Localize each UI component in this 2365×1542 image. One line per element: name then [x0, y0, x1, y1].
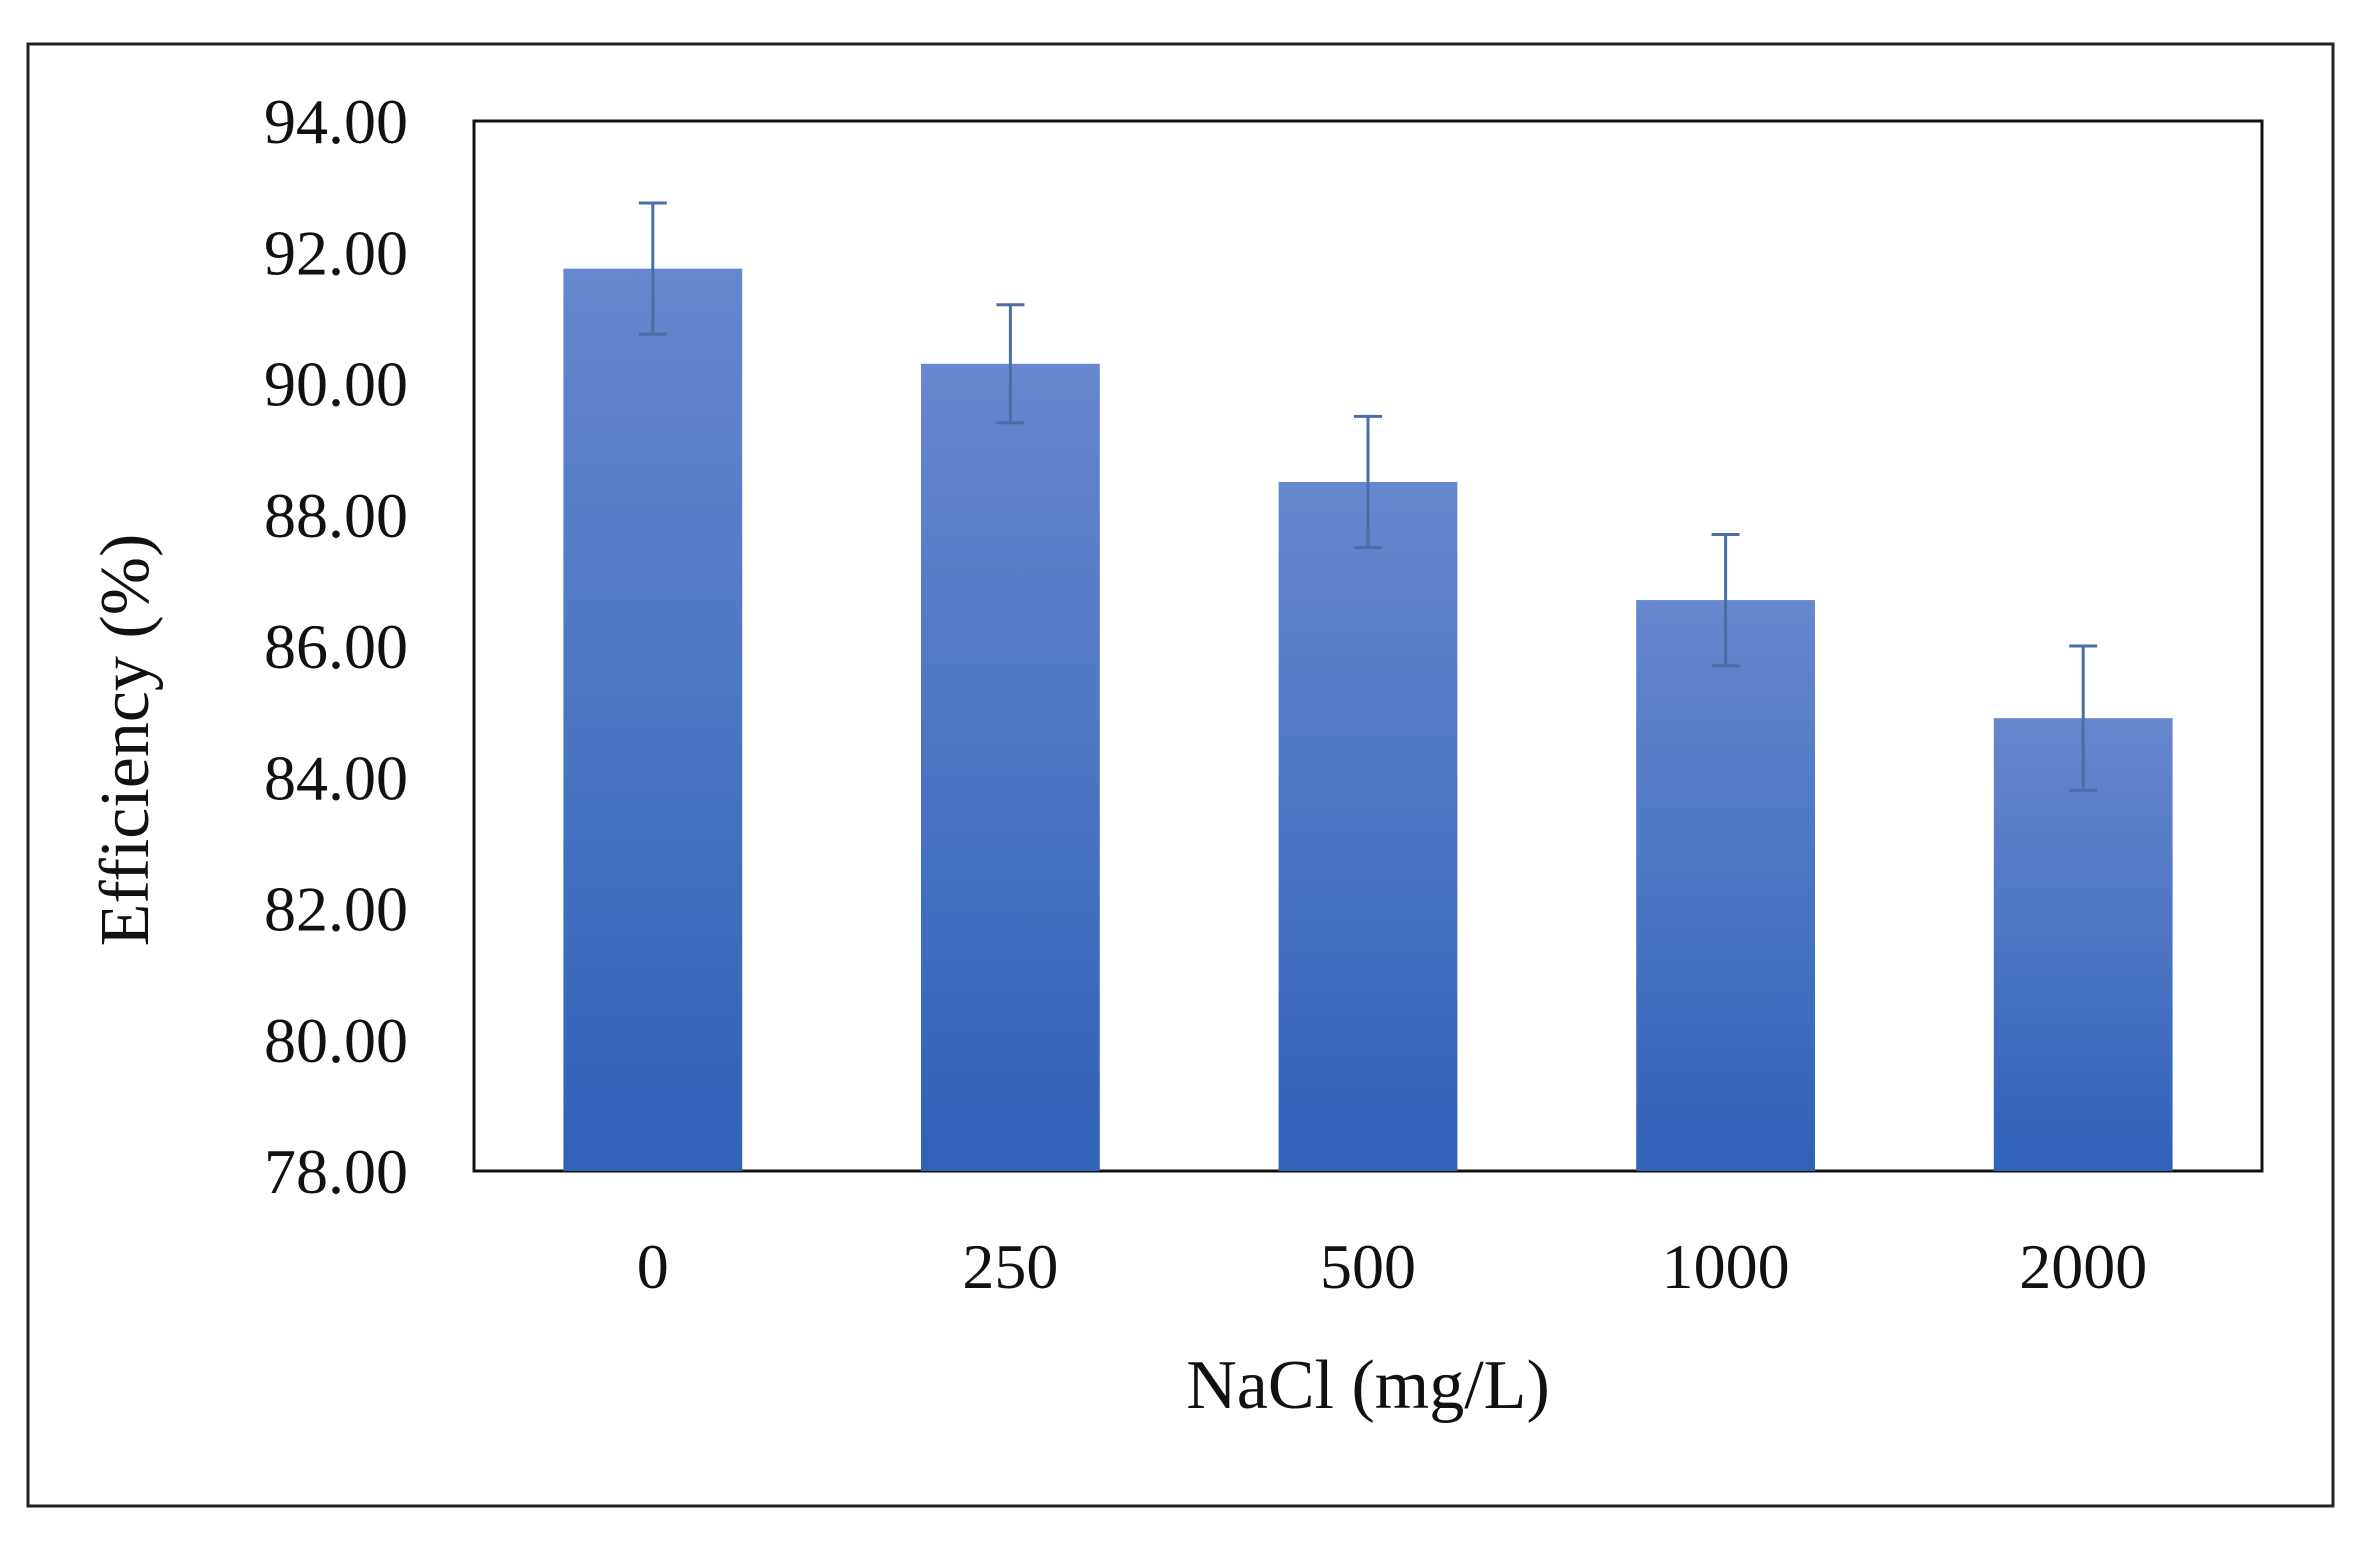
y-tick-label: 86.00 — [264, 611, 408, 682]
y-tick-label: 94.00 — [264, 86, 408, 157]
y-axis-ticks: 78.00 80.00 82.00 84.00 86.00 88.00 90.00 92.00… — [264, 86, 408, 1207]
y-tick-label: 84.00 — [264, 742, 408, 813]
bar-250 — [921, 363, 1100, 1171]
x-tick-label: 500 — [1320, 1231, 1416, 1302]
error-bar-250 — [996, 303, 1025, 425]
error-bar-2000 — [2069, 644, 2098, 792]
y-tick-label: 80.00 — [264, 1005, 408, 1076]
bars-layer — [563, 268, 2173, 1171]
x-tick-label: 1000 — [1662, 1231, 1790, 1302]
y-tick-label: 78.00 — [264, 1136, 408, 1207]
error-bars-layer — [638, 201, 2098, 792]
x-tick-label: 250 — [962, 1231, 1058, 1302]
figure-frame — [26, 42, 2335, 1508]
y-axis-title: Efficiency (%) — [87, 534, 164, 947]
error-bar-1000 — [1711, 532, 1740, 668]
error-bar-500 — [1354, 414, 1382, 550]
x-axis-ticks: 0 250 500 1000 2000 — [637, 1231, 2147, 1302]
y-tick-label: 90.00 — [264, 349, 408, 420]
bar-1000 — [1636, 600, 1815, 1171]
y-tick-label: 82.00 — [264, 874, 408, 945]
bar-500 — [1278, 481, 1458, 1171]
x-tick-label: 0 — [637, 1231, 669, 1302]
x-tick-label: 2000 — [2019, 1231, 2147, 1302]
error-bar-0 — [638, 201, 667, 336]
bar-2000 — [1993, 718, 2173, 1171]
y-tick-label: 92.00 — [264, 217, 408, 288]
y-tick-label: 88.00 — [264, 480, 408, 551]
bar-0 — [563, 268, 743, 1171]
x-axis-title: NaCl (mg/L) — [1186, 1347, 1550, 1424]
